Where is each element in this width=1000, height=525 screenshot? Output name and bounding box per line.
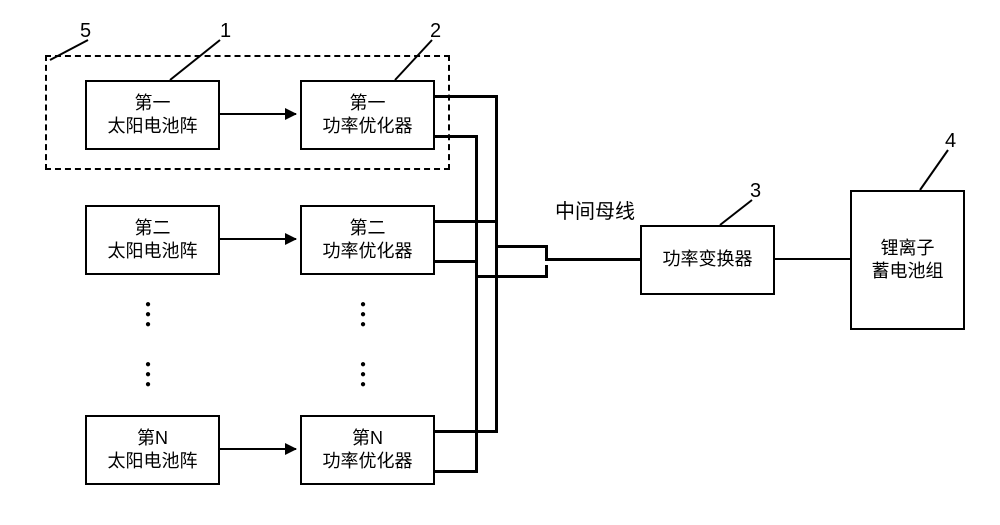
callout-4: 4 xyxy=(945,130,956,153)
ellipsis-dots: ●●● xyxy=(145,360,151,396)
array-1-bot: 太阳电池阵 xyxy=(108,115,198,138)
bus-segment xyxy=(545,245,548,258)
callout-1: 1 xyxy=(220,20,231,43)
opt-1-bot: 功率优化器 xyxy=(323,115,413,138)
bus-segment xyxy=(435,135,475,138)
converter-label: 功率变换器 xyxy=(663,248,753,271)
optimizer-n-block: 第N 功率优化器 xyxy=(300,415,435,485)
bus-segment xyxy=(475,275,545,278)
bus-segment xyxy=(545,265,548,278)
opt-2-bot: 功率优化器 xyxy=(323,240,413,263)
battery-block: 锂离子 蓄电池组 xyxy=(850,190,965,330)
array-2-bot: 太阳电池阵 xyxy=(108,240,198,263)
callout-5: 5 xyxy=(80,20,91,43)
converter-block: 功率变换器 xyxy=(640,225,775,295)
opt-1-top: 第一 xyxy=(350,92,386,115)
battery-top: 锂离子 xyxy=(881,237,935,260)
array-2-top: 第二 xyxy=(135,217,171,240)
ellipsis-dots: ●●● xyxy=(360,360,366,396)
arrow-line xyxy=(220,113,296,115)
array-n-top: 第N xyxy=(137,427,168,450)
bus-segment xyxy=(435,95,495,98)
callout-2: 2 xyxy=(430,20,441,43)
array-n-bot: 太阳电池阵 xyxy=(108,450,198,473)
array-1-top: 第一 xyxy=(135,92,171,115)
bus-segment xyxy=(435,260,475,263)
arrow-line xyxy=(220,448,296,450)
opt-n-top: 第N xyxy=(352,427,383,450)
bus-segment xyxy=(435,220,495,223)
array-n-block: 第N 太阳电池阵 xyxy=(85,415,220,485)
bus-segment xyxy=(475,135,478,473)
array-1-block: 第一 太阳电池阵 xyxy=(85,80,220,150)
bus-segment xyxy=(495,245,545,248)
bus-segment xyxy=(435,430,495,433)
bus-label: 中间母线 xyxy=(555,195,635,224)
callout-3: 3 xyxy=(750,180,761,203)
bus-segment xyxy=(545,258,640,261)
battery-bot: 蓄电池组 xyxy=(872,260,944,283)
bus-segment xyxy=(775,258,850,260)
bus-segment xyxy=(495,95,498,433)
optimizer-1-block: 第一 功率优化器 xyxy=(300,80,435,150)
bus-segment xyxy=(435,470,475,473)
optimizer-2-block: 第二 功率优化器 xyxy=(300,205,435,275)
ellipsis-dots: ●●● xyxy=(145,300,151,336)
opt-2-top: 第二 xyxy=(350,217,386,240)
arrow-line xyxy=(220,238,296,240)
ellipsis-dots: ●●● xyxy=(360,300,366,336)
array-2-block: 第二 太阳电池阵 xyxy=(85,205,220,275)
opt-n-bot: 功率优化器 xyxy=(323,450,413,473)
